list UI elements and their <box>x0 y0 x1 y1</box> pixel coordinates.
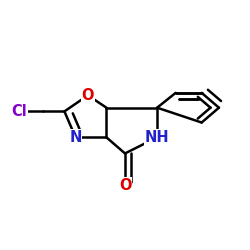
Text: Cl: Cl <box>11 104 27 119</box>
Text: N: N <box>69 130 82 145</box>
Text: NH: NH <box>145 130 170 145</box>
Text: O: O <box>82 88 94 103</box>
Text: O: O <box>119 178 131 193</box>
